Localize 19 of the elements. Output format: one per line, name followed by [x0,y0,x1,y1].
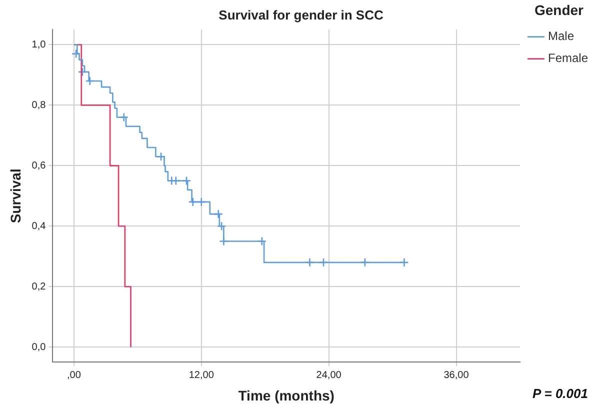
y-tick-label: 1,0 [32,39,46,50]
y-tick-label: 0,4 [32,220,46,232]
x-tick-label: ,00 [66,370,82,381]
legend-title: Gender [534,2,584,18]
point [71,49,81,58]
x-tick-label: 12,00 [188,370,214,381]
y-axis-title: Survival [7,168,24,224]
y-tick-label: 0,6 [32,160,46,172]
y-tick-label: 0,0 [32,342,46,353]
x-axis-title: Time (months) [238,387,334,404]
text: P = 0.001 [532,386,588,401]
chart-title: Survival for gender in SCC [218,7,384,22]
y-tick-label: 0,8 [32,100,46,111]
legend-label: Male [548,29,574,44]
x-tick-label: 36,00 [444,370,470,381]
point [216,221,226,231]
x-tick-label: 24,00 [316,370,342,381]
legend-label: Female [548,51,588,66]
y-tick-label: 0,2 [32,281,46,292]
